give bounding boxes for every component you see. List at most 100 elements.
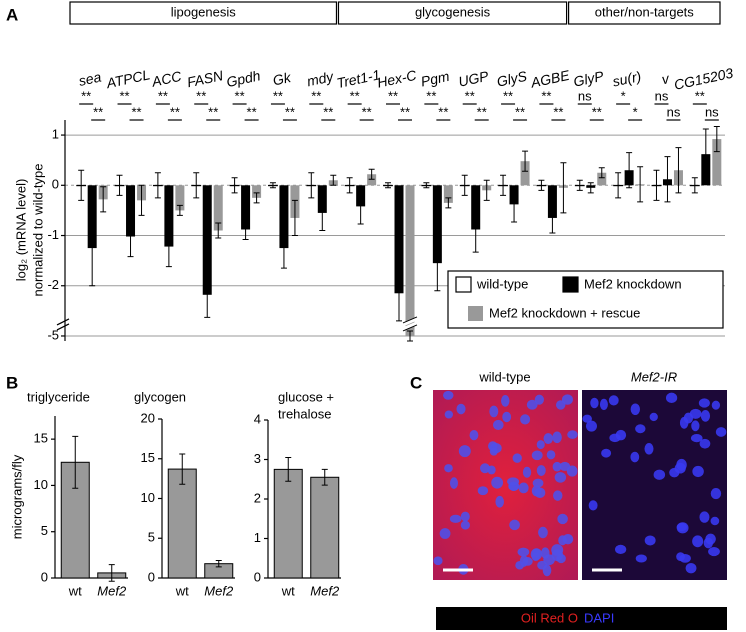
chart-title: glucose + [278, 389, 334, 404]
nucleus [562, 534, 574, 545]
group-label: glycogenesis [415, 4, 491, 19]
significance-label: ** [208, 104, 218, 119]
nucleus [679, 554, 691, 563]
significance-label: ** [541, 88, 551, 103]
significance-label: ** [235, 88, 245, 103]
x-tick-label: wt [68, 583, 82, 598]
chart-title: trehalose [278, 406, 331, 421]
error-bar [242, 218, 249, 241]
category-label: Tret1-1 [335, 66, 381, 91]
error-bar [108, 564, 115, 582]
nucleus [551, 544, 564, 556]
error-bar [483, 179, 490, 201]
nucleus [585, 420, 597, 432]
bar [394, 185, 404, 294]
error-bar [280, 227, 287, 269]
y-tick-label: 4 [254, 411, 261, 426]
error-bar [598, 167, 605, 179]
nucleus [710, 516, 720, 526]
significance-label: * [633, 104, 638, 119]
category-label: ACC [150, 68, 184, 90]
error-bar [231, 177, 238, 194]
category-label: AGBE [528, 67, 571, 91]
nucleus [601, 448, 612, 458]
error-bar [368, 168, 375, 180]
nucleus [700, 410, 711, 422]
x-tick-label: wt [175, 583, 189, 598]
category-label: GlyS [495, 68, 529, 90]
significance-label: ** [311, 88, 321, 103]
bar [126, 185, 136, 237]
nucleus [458, 445, 471, 458]
error-bar [615, 172, 622, 199]
nucleus [538, 526, 548, 539]
nucleus [644, 443, 654, 455]
nucleus [566, 465, 578, 477]
nucleus [439, 528, 451, 539]
nucleus [588, 500, 598, 511]
y-tick-label: 0 [254, 569, 261, 584]
y-axis-label: log₂ (mRNA level) [13, 179, 28, 282]
significance-label: ** [553, 104, 563, 119]
nucleus [536, 440, 545, 450]
y-tick-label: 15 [141, 450, 155, 465]
nucleus [553, 490, 563, 501]
category-label: FASN [186, 67, 226, 90]
legend-swatch [562, 276, 579, 293]
error-bar [100, 186, 107, 213]
nucleus [554, 472, 567, 483]
nucleus [522, 466, 532, 478]
error-bar [291, 199, 298, 237]
significance-label: ** [119, 88, 129, 103]
nucleus [708, 547, 720, 557]
error-bar [472, 206, 479, 253]
nucleus [561, 394, 573, 405]
nucleus [542, 564, 552, 577]
error-bar [522, 150, 529, 172]
nucleus [703, 537, 714, 549]
nucleus [715, 427, 727, 437]
error-bar [637, 166, 644, 203]
nucleus [692, 465, 704, 478]
legend-box [447, 270, 724, 329]
y-tick-label: -2 [47, 277, 59, 292]
y-tick-label: 20 [141, 410, 155, 425]
y-tick-label: 0 [52, 177, 59, 192]
error-bar [434, 235, 441, 292]
legend-swatch [468, 306, 483, 321]
y-tick-label: 5 [41, 523, 48, 538]
nucleus [502, 411, 512, 423]
y-tick-label: 1 [254, 530, 261, 545]
nucleus [630, 451, 640, 463]
category-label: sea [77, 69, 103, 89]
error-bar [215, 222, 222, 239]
nucleus [608, 395, 619, 406]
y-tick-label: 5 [148, 530, 155, 545]
error-bar [461, 174, 468, 196]
nucleus [557, 513, 568, 525]
nucleus [615, 544, 627, 554]
bar [175, 185, 185, 211]
error-bar [179, 453, 186, 485]
significance-label: ** [273, 88, 283, 103]
image-title: wild-type [478, 369, 530, 384]
y-tick-label: 3 [254, 451, 261, 466]
legend-label: Mef2 knockdown [584, 276, 682, 291]
error-bar [713, 126, 720, 153]
significance-label: ** [81, 88, 91, 103]
bar [202, 185, 212, 295]
significance-label: ** [503, 88, 513, 103]
significance-label: ** [362, 104, 372, 119]
legend-label: wild-type [476, 276, 528, 291]
nucleus [495, 495, 504, 508]
error-bar [89, 209, 96, 287]
nucleus [530, 548, 543, 561]
category-label: Pgm [419, 68, 451, 90]
nucleus [489, 405, 499, 418]
x-tick-label: Mef2 [310, 583, 340, 598]
panel-label: B [6, 373, 18, 392]
nucleus [444, 464, 453, 473]
nucleus [479, 463, 490, 474]
nucleus [492, 419, 504, 430]
error-bar [407, 330, 413, 342]
